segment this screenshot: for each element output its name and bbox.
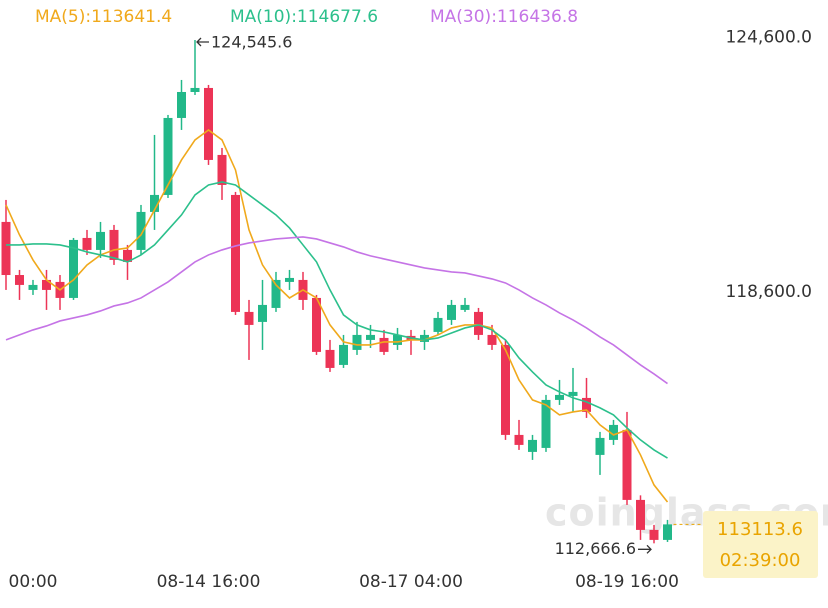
high-label: 124,545.6: [211, 33, 292, 52]
candle-body: [352, 334, 362, 350]
candle-body: [501, 344, 510, 435]
candle-body: [460, 304, 470, 310]
candle-body: [379, 337, 389, 352]
candle-body: [204, 87, 213, 160]
last-price: 113113.6: [717, 519, 803, 540]
candle-body: [325, 349, 335, 368]
ma-line: [5, 128, 669, 503]
ma-line: [5, 236, 668, 385]
candle-body: [69, 239, 78, 298]
x-tick-label: 00:00: [9, 572, 58, 592]
candle-body: [595, 437, 605, 455]
candle-body: [123, 249, 132, 262]
candle-body: [312, 297, 321, 352]
candle-body: [433, 317, 443, 332]
candle-body: [285, 277, 294, 282]
candle-body: [366, 334, 375, 340]
candle-body: [541, 399, 551, 448]
ma-line: [6, 181, 668, 459]
candle-body: [28, 284, 38, 290]
candle-body: [244, 311, 254, 325]
candle-body: [528, 439, 537, 452]
candle-body: [663, 524, 672, 540]
candle-body: [217, 154, 227, 185]
candle-body: [393, 334, 402, 345]
candle-body: [636, 499, 645, 530]
candle-body: [568, 391, 578, 396]
candle-body: [474, 311, 483, 335]
x-tick-label: 08-19 16:00: [575, 572, 679, 592]
y-tick-label: 124,600.0: [725, 28, 812, 48]
candle-body: [177, 91, 186, 118]
candle-body: [96, 231, 105, 250]
annotation-arrow: [638, 544, 652, 554]
legend-label: MA(10):114677.6: [230, 7, 378, 27]
candle-body: [271, 279, 281, 308]
candle-body: [622, 429, 632, 500]
countdown: 02:39:00: [720, 550, 801, 571]
legend-label: MA(5):113641.4: [35, 7, 172, 27]
candle-body: [82, 237, 92, 250]
x-tick-label: 08-17 04:00: [359, 572, 463, 592]
candle-body: [231, 194, 240, 312]
candle-body: [447, 304, 456, 320]
price-box: [703, 511, 818, 578]
candle-body: [190, 87, 200, 92]
candle-body: [42, 279, 51, 290]
candle-body: [1, 221, 11, 276]
candle-body: [514, 434, 524, 445]
candle-body: [15, 275, 24, 285]
candle-body: [487, 334, 497, 345]
candle-body: [555, 394, 564, 400]
candle-body: [420, 334, 429, 342]
candle-body: [609, 424, 618, 440]
candle-body: [150, 194, 159, 212]
candle-body: [109, 229, 119, 260]
legend-label: MA(30):116436.8: [430, 7, 578, 27]
candle-body: [649, 529, 659, 540]
candle-body: [258, 304, 267, 322]
annotation-arrow: [196, 37, 209, 47]
x-tick-label: 08-14 16:00: [157, 572, 261, 592]
candle-body: [163, 117, 173, 195]
candle-body: [136, 211, 146, 250]
low-label: 112,666.6: [555, 539, 636, 558]
candle-body: [339, 344, 348, 365]
candle-body: [582, 397, 591, 412]
y-tick-label: 118,600.0: [725, 282, 812, 302]
overlay: 113113.6 02:39:00: [703, 511, 818, 578]
